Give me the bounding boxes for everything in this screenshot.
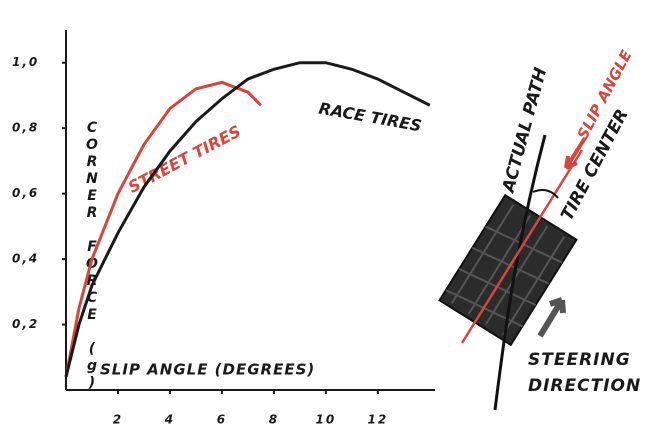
x-tick-label: 6 — [217, 413, 227, 427]
slip-angle-arrow — [566, 138, 585, 168]
x-tick-label: 2 — [113, 413, 123, 427]
x-axis-title: SLIP ANGLE (DEGREES) — [100, 361, 315, 379]
y-tick-label: 0,8 — [12, 121, 39, 135]
steering-label: STEERING — [528, 350, 631, 370]
y-tick-label: 1,0 — [12, 55, 39, 69]
x-tick-label: 4 — [164, 413, 175, 427]
direction-label: DIRECTION — [528, 376, 641, 396]
x-tick-label: 12 — [367, 413, 388, 427]
x-tick-label: 10 — [316, 413, 337, 427]
y-tick-label: 0,6 — [12, 186, 39, 200]
steering-arrow — [540, 300, 563, 336]
x-tick-label: 8 — [269, 413, 279, 427]
y-tick-label: 0,2 — [12, 317, 39, 331]
y-tick-label: 0,4 — [12, 252, 39, 266]
series-label: RACE TIRES — [317, 99, 423, 136]
diagram: ACTUAL PATH SLIP ANGLE TIRE CENTER STEER… — [440, 46, 642, 410]
page: CORNER FORCE (g) SLIP ANGLE (DEGREES) AC… — [0, 0, 660, 428]
actual-path-label: ACTUAL PATH — [498, 66, 551, 197]
